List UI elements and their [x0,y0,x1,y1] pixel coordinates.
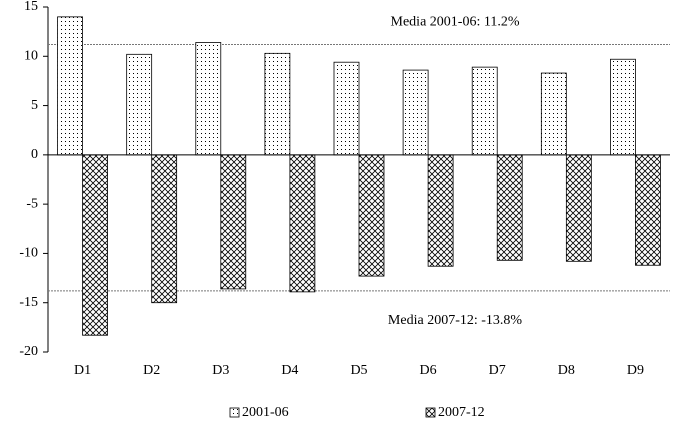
bar [496,154,523,261]
bar [471,66,498,156]
y-tick-label: -10 [19,246,38,261]
bar [610,58,636,156]
annotation: Media 2007-12: -13.8% [388,313,522,328]
bar [427,154,454,267]
bar [57,16,83,156]
bar [333,61,360,156]
x-tick-label: D7 [489,363,506,378]
y-tick-label: -20 [19,344,38,359]
legend-label: 2007-12 [438,405,485,420]
legend-swatch [229,407,240,418]
y-tick-label: 15 [24,0,38,14]
y-tick-label: 0 [31,147,38,162]
x-tick-label: D6 [420,363,437,378]
x-tick-label: D5 [350,363,367,378]
bar [126,53,153,156]
bar [151,154,178,304]
annotation: Media 2001-06: 11.2% [391,15,520,30]
x-tick-label: D9 [627,363,644,378]
bar [402,69,429,156]
bar [358,154,385,277]
x-tick-label: D8 [558,363,575,378]
bar [220,154,247,290]
x-tick-label: D3 [212,363,229,378]
bar [289,154,316,293]
legend-swatch [425,407,436,418]
legend-label: 2001-06 [242,405,289,420]
bar [540,72,567,156]
bar [264,52,291,156]
bar [82,154,108,336]
x-tick-label: D2 [143,363,160,378]
y-tick-label: 10 [24,49,38,64]
bar [565,154,592,262]
y-tick-label: -15 [19,295,38,310]
bar [195,42,222,156]
x-tick-label: D1 [74,363,91,378]
x-tick-label: D4 [281,363,298,378]
bar [635,154,661,266]
y-tick-label: 5 [31,98,38,113]
y-tick-label: -5 [26,196,38,211]
